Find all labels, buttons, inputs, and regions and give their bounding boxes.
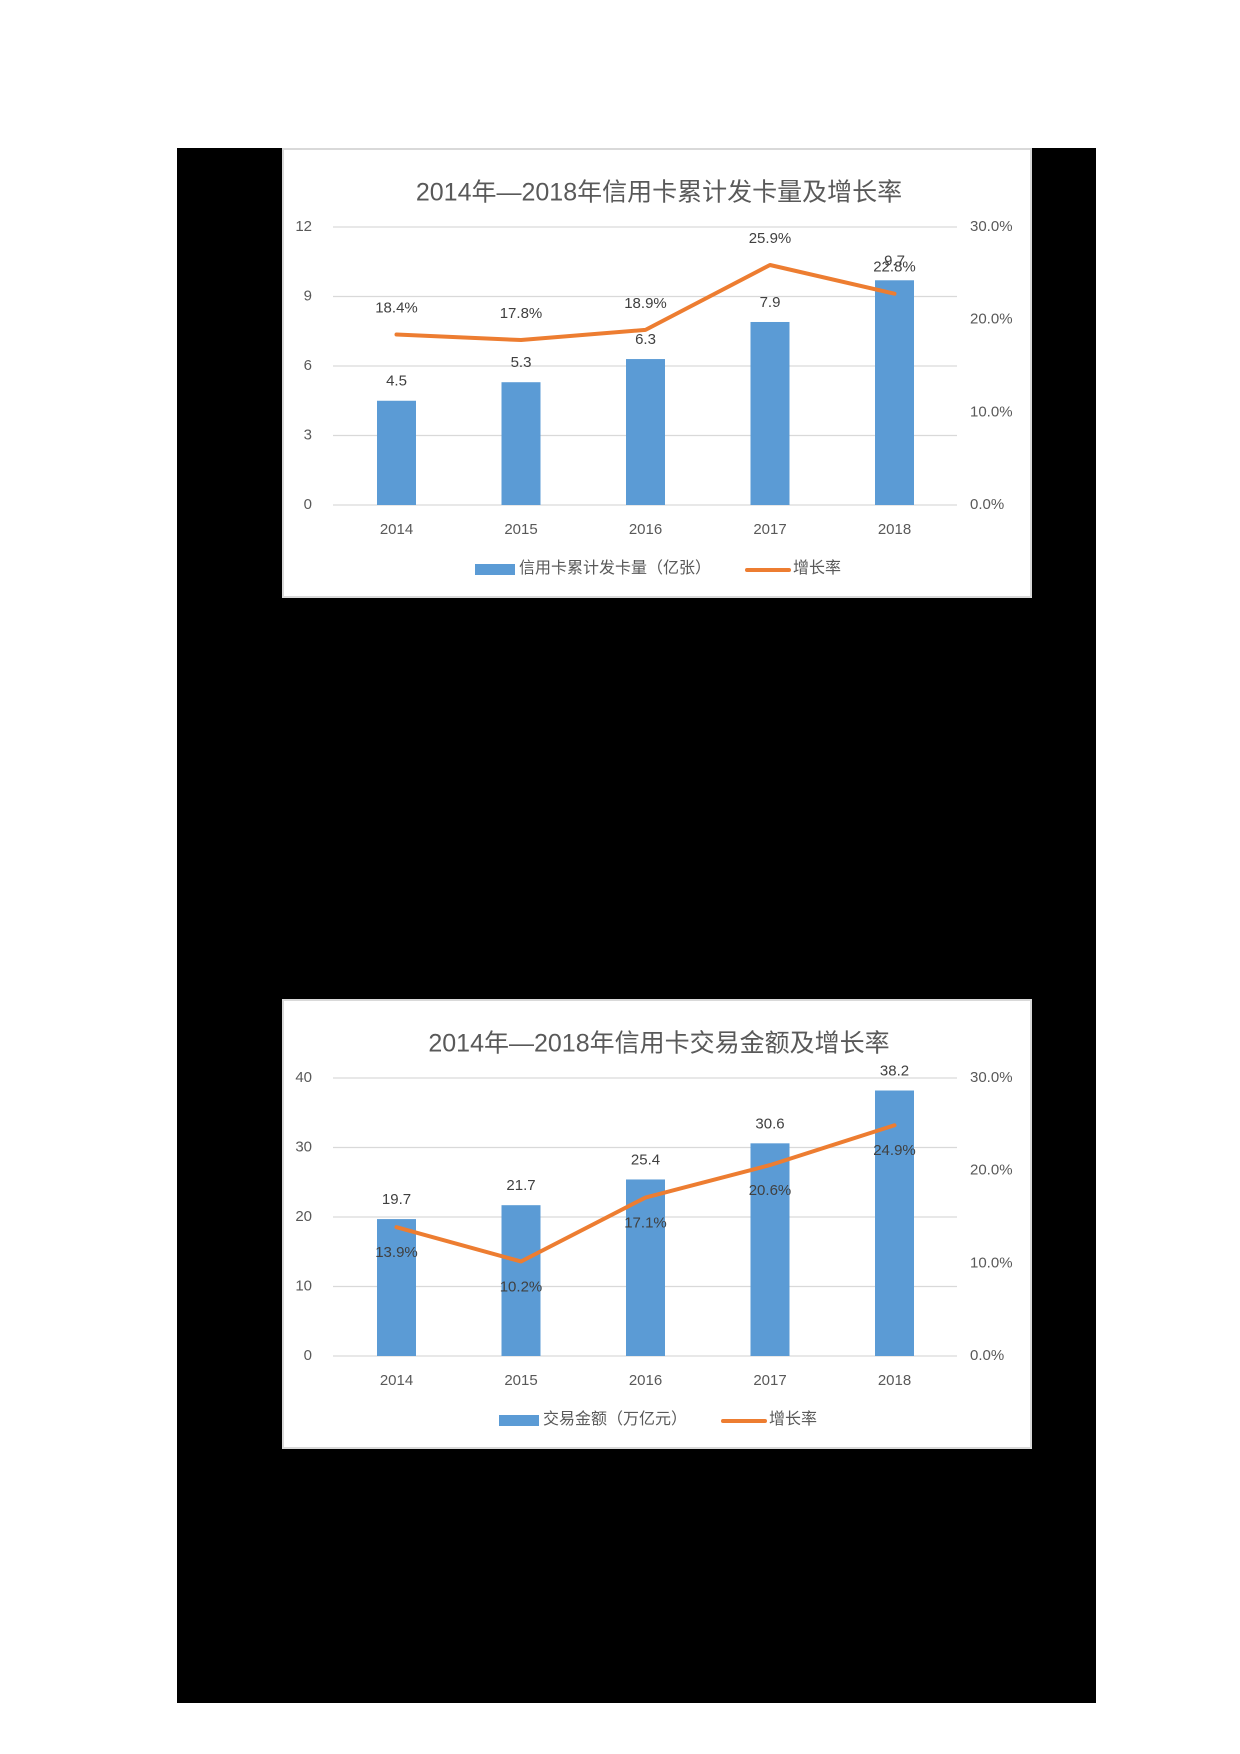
left-axis-tick: 9: [304, 287, 312, 304]
right-axis-tick: 20.0%: [970, 1162, 1013, 1179]
legend: 信用卡累计发卡量（亿张） 增长率: [475, 559, 841, 577]
left-axis-tick: 0: [304, 496, 312, 513]
left-axis-tick: 10: [295, 1277, 312, 1294]
legend: 交易金额（万亿元） 增长率: [499, 1410, 817, 1428]
line-data-label: 22.8%: [873, 259, 916, 276]
chart-title: 2014年—2018年信用卡交易金额及增长率: [428, 1030, 889, 1058]
x-axis-tick: 2014: [380, 1372, 413, 1389]
bar-data-label: 9.7: [884, 252, 905, 269]
right-axis-tick: 0.0%: [970, 496, 1004, 513]
chart-transaction-amount: 2014年—2018年信用卡交易金额及增长率 0 10 20 30 40 0.0% 10.0%…: [282, 999, 1032, 1449]
bar-data-label: 25.4: [631, 1151, 660, 1168]
left-axis-tick: 3: [304, 426, 312, 443]
chart-card-issuance: 2014年—2018年信用卡累计发卡量及增长率 0 3 6 9 12 0.0% 10.0% 20…: [282, 148, 1032, 598]
right-axis-tick: 10.0%: [970, 1254, 1013, 1271]
x-axis-tick: 2016: [629, 1372, 662, 1389]
growth-rate-line: [394, 1123, 897, 1264]
x-axis-tick: 2017: [753, 521, 786, 538]
right-axis-tick: 0.0%: [970, 1347, 1004, 1364]
legend-line-label: 增长率: [769, 1410, 817, 1428]
line-data-label: 24.9%: [873, 1142, 916, 1159]
bar: [501, 1205, 541, 1356]
legend-bar-label: 交易金额（万亿元）: [543, 1410, 687, 1428]
growth-rate-line: [394, 262, 897, 343]
left-axis-tick: 20: [295, 1208, 312, 1225]
bar-data-label: 5.3: [511, 354, 532, 371]
left-axis-tick: 6: [304, 357, 312, 374]
bar: [750, 1143, 790, 1356]
bar: [377, 1219, 416, 1356]
line-data-label: 17.1%: [624, 1215, 667, 1232]
line-data-label: 18.4%: [375, 299, 418, 316]
bar-data-label: 4.5: [386, 373, 407, 390]
chart-title: 2014年—2018年信用卡累计发卡量及增长率: [416, 179, 902, 207]
x-axis-tick: 2014: [380, 521, 413, 538]
line-data-label: 10.2%: [500, 1278, 543, 1295]
bar: [377, 400, 416, 505]
left-axis-tick: 0: [304, 1347, 312, 1364]
line-data-label: 13.9%: [375, 1244, 418, 1261]
bar-data-label: 7.9: [760, 294, 781, 311]
line-data-label: 17.8%: [500, 305, 543, 322]
bar: [750, 321, 790, 505]
bar: [626, 359, 665, 505]
bar-data-label: 21.7: [506, 1177, 535, 1194]
bar: [875, 1090, 914, 1356]
bar-data-label: 19.7: [382, 1191, 411, 1208]
bar: [501, 382, 541, 505]
x-axis-tick: 2018: [878, 1372, 911, 1389]
chart-2-plot: 2014年—2018年信用卡交易金额及增长率 0 10 20 30 40 0.0% 10.0%…: [295, 1030, 1013, 1429]
left-axis-tick: 12: [295, 218, 312, 235]
bar-data-label: 6.3: [635, 331, 656, 348]
chart-1-plot: 2014年—2018年信用卡累计发卡量及增长率 0 3 6 9 12 0.0% 10.0% 20…: [295, 179, 1013, 578]
bar: [626, 1179, 665, 1356]
legend-line-label: 增长率: [793, 559, 841, 577]
legend-bar-label: 信用卡累计发卡量（亿张）: [519, 559, 711, 577]
left-axis-tick: 40: [295, 1069, 312, 1086]
right-axis-tick: 20.0%: [970, 311, 1013, 328]
x-axis-tick: 2015: [504, 1372, 537, 1389]
line-data-label: 18.9%: [624, 295, 667, 312]
x-axis-tick: 2018: [878, 521, 911, 538]
right-axis-tick: 30.0%: [970, 1069, 1013, 1086]
right-axis-tick: 30.0%: [970, 218, 1013, 235]
bar-data-label: 30.6: [755, 1115, 784, 1132]
bar-data-label: 38.2: [880, 1062, 909, 1079]
bar: [875, 280, 914, 505]
left-axis-tick: 30: [295, 1138, 312, 1155]
line-data-label: 20.6%: [749, 1182, 792, 1199]
x-axis-tick: 2017: [753, 1372, 786, 1389]
x-axis-tick: 2015: [504, 521, 537, 538]
line-data-label: 25.9%: [749, 230, 792, 247]
legend-bar-swatch: [475, 564, 515, 575]
right-axis-tick: 10.0%: [970, 403, 1013, 420]
legend-bar-swatch: [499, 1415, 539, 1426]
x-axis-tick: 2016: [629, 521, 662, 538]
